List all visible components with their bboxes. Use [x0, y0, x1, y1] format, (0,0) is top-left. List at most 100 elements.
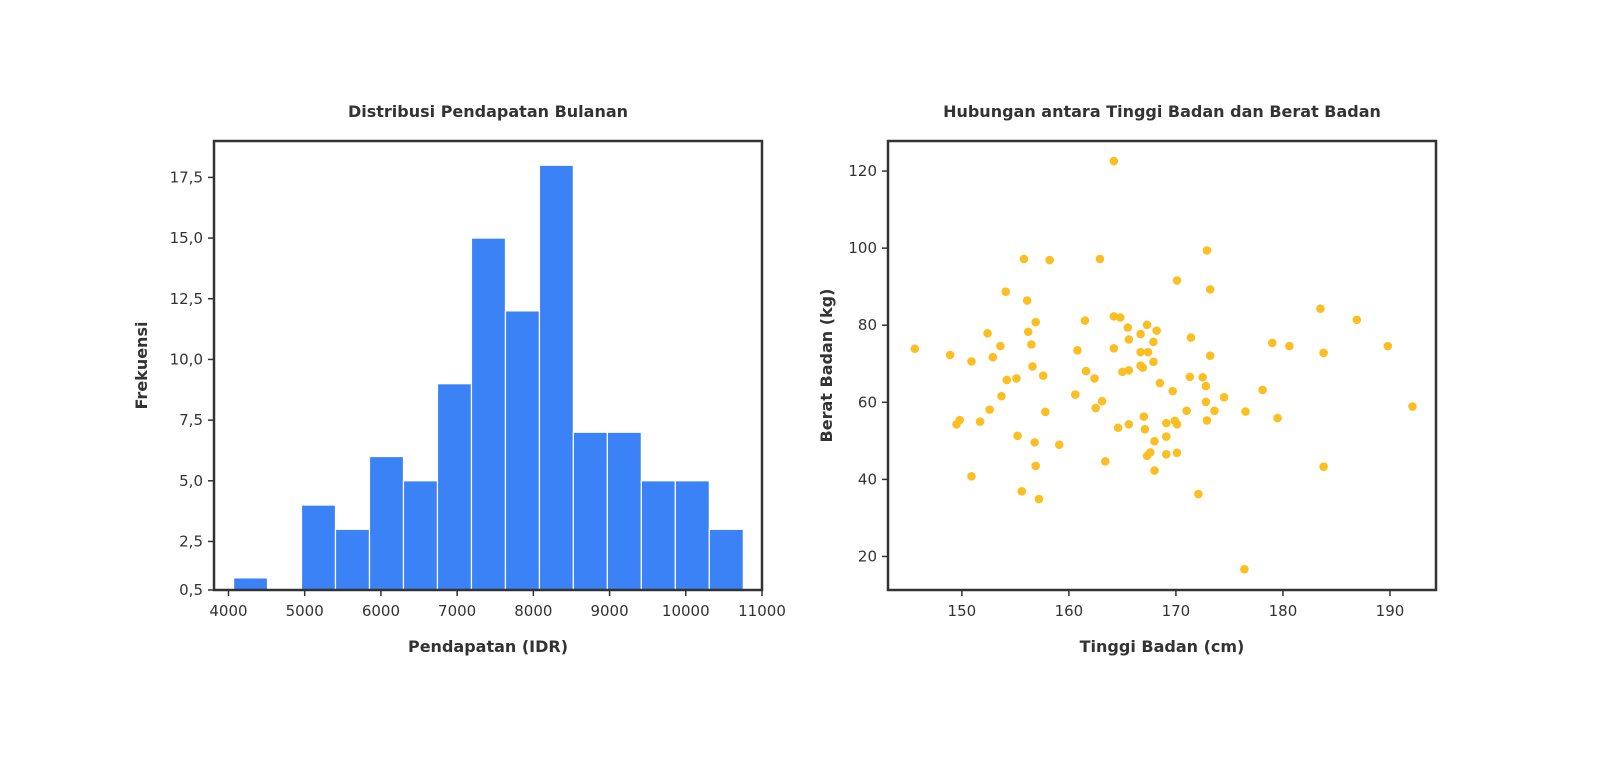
- scatter-point: [1319, 462, 1328, 471]
- scatter-y-tick-label: 20: [858, 547, 877, 565]
- histogram-bar: [300, 504, 337, 591]
- histogram-bar: [470, 237, 507, 591]
- scatter-point: [1198, 372, 1207, 382]
- scatter-point: [1022, 296, 1032, 305]
- scatter-point: [975, 417, 985, 426]
- scatter-point: [1205, 351, 1215, 360]
- scatter-point: [1150, 436, 1159, 446]
- scatter-point: [997, 391, 1006, 401]
- scatter-point: [1045, 255, 1054, 265]
- scatter-point: [1205, 285, 1215, 294]
- scatter-y-axis-label: Berat Badan (kg): [817, 289, 836, 443]
- scatter-point: [1201, 397, 1211, 407]
- histogram-bar: [504, 310, 541, 591]
- scatter-point: [1071, 390, 1080, 399]
- scatter-point: [1142, 451, 1152, 461]
- scatter-x-tick-label: 170: [1162, 602, 1191, 620]
- scatter-point: [967, 357, 976, 366]
- histogram-y-ticks: 0,5 2,5 5,0 7,5 10,0 12,5 15,0 17,5: [170, 168, 214, 599]
- scatter-point: [1109, 312, 1119, 321]
- scatter-point: [1273, 413, 1282, 423]
- histogram-x-tick-label: 6000: [362, 602, 400, 620]
- scatter-point: [952, 419, 961, 429]
- scatter-point: [1073, 345, 1082, 355]
- scatter-point: [1143, 347, 1153, 357]
- scatter-x-axis-label: Tinggi Badan (cm): [1080, 637, 1245, 656]
- scatter-point: [1258, 385, 1267, 395]
- histogram-bar: [606, 431, 642, 591]
- scatter-point: [1115, 313, 1125, 322]
- scatter-point: [1081, 366, 1091, 376]
- histogram-panel: Distribusi Pendapatan Bulanan 4000 5000 60…: [132, 102, 786, 656]
- histogram-y-tick-label: 7,5: [179, 411, 203, 429]
- scatter-point: [1194, 489, 1203, 499]
- scatter-point: [1054, 440, 1064, 450]
- scatter-point: [1028, 362, 1037, 371]
- scatter-point: [1139, 412, 1149, 421]
- scatter-point: [1023, 327, 1033, 337]
- scatter-point: [1168, 386, 1178, 396]
- histogram-bar: [572, 431, 608, 591]
- scatter-point: [1091, 403, 1100, 413]
- histogram-bar: [538, 164, 574, 591]
- scatter-point: [1002, 375, 1012, 385]
- histogram-bar: [640, 480, 676, 591]
- histogram-bar: [708, 528, 744, 591]
- scatter-point: [1140, 424, 1150, 434]
- histogram-y-tick-label: 5,0: [179, 472, 203, 490]
- scatter-point: [1241, 407, 1250, 416]
- scatter-y-tick-label: 60: [858, 393, 877, 411]
- histogram-y-tick-label: 10,0: [170, 350, 203, 368]
- histogram-frame: [212, 139, 764, 592]
- scatter-point: [1161, 450, 1171, 459]
- histogram-x-tick-label: 7000: [438, 602, 476, 620]
- scatter-point: [1201, 381, 1211, 391]
- scatter-point: [1285, 341, 1294, 351]
- histogram-bar: [674, 480, 710, 591]
- scatter-point: [988, 352, 998, 362]
- histogram-y-tick-label: 2,5: [179, 532, 203, 550]
- scatter-point: [1013, 431, 1022, 441]
- scatter-point: [1124, 366, 1134, 375]
- histogram-bar: [402, 480, 439, 591]
- scatter-point: [1031, 461, 1041, 471]
- scatter-point: [1109, 344, 1119, 353]
- scatter-point: [1150, 466, 1159, 475]
- scatter-point: [1080, 316, 1090, 325]
- scatter-point: [1030, 438, 1039, 447]
- histogram-title: Distribusi Pendapatan Bulanan: [348, 102, 628, 121]
- scatter-point: [1034, 494, 1044, 504]
- scatter-point: [1124, 335, 1134, 344]
- histogram-bar: [368, 455, 405, 591]
- scatter-point: [1172, 448, 1182, 458]
- histogram-x-axis-label: Pendapatan (IDR): [408, 637, 568, 656]
- scatter-point: [1383, 341, 1393, 351]
- histogram-bar: [334, 528, 371, 591]
- scatter-point: [996, 341, 1005, 351]
- scatter-x-ticks: 150 160 170 180 190: [948, 590, 1404, 620]
- histogram-x-tick-label: 11000: [738, 602, 786, 620]
- histogram-x-ticks: 4000 5000 6000 7000 8000 9000 10000 11000: [209, 590, 786, 620]
- scatter-x-tick-label: 160: [1055, 602, 1084, 620]
- histogram-x-tick-label: 10000: [662, 602, 710, 620]
- histogram-y-tick-label: 15,0: [170, 229, 203, 247]
- histogram-bar: [232, 577, 269, 591]
- scatter-point: [1124, 419, 1134, 429]
- histogram-x-tick-label: 9000: [590, 602, 628, 620]
- histogram-y-axis-label: Frekuensi: [132, 322, 151, 410]
- scatter-point: [1109, 156, 1119, 166]
- scatter-point: [1138, 363, 1148, 372]
- histogram-y-tick-label: 17,5: [170, 168, 203, 186]
- scatter-point: [1202, 416, 1212, 425]
- scatter-point: [1240, 564, 1249, 574]
- scatter-x-tick-label: 150: [948, 602, 977, 620]
- scatter-point: [1113, 423, 1123, 433]
- scatter-point: [1202, 246, 1212, 255]
- scatter-point: [1210, 406, 1219, 416]
- scatter-point: [1118, 367, 1127, 377]
- histogram-x-tick-label: 8000: [514, 602, 552, 620]
- scatter-point: [1219, 392, 1229, 402]
- scatter-title: Hubungan antara Tinggi Badan dan Berat B…: [943, 102, 1381, 121]
- scatter-x-tick-label: 180: [1269, 602, 1298, 620]
- scatter-point: [1097, 396, 1107, 406]
